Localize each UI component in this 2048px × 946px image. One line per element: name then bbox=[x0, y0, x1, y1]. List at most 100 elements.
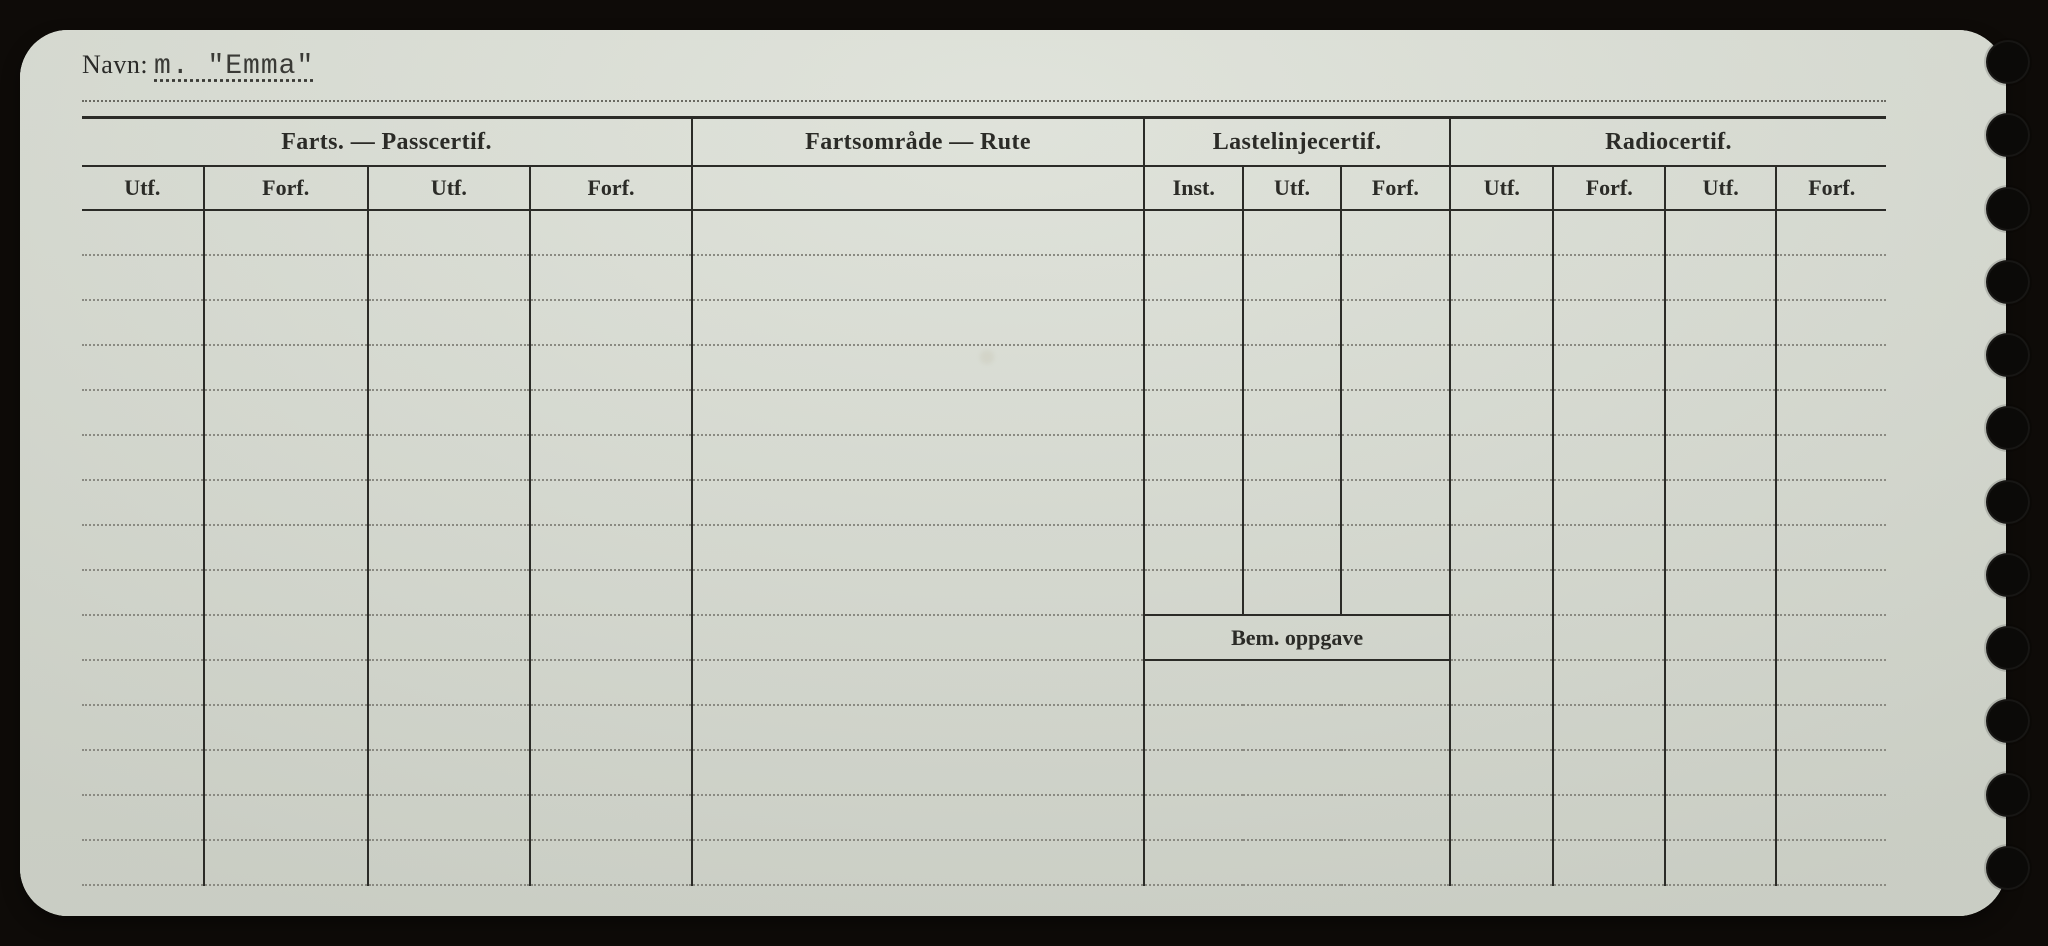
table-cell bbox=[1341, 255, 1450, 300]
table-row bbox=[82, 300, 1886, 345]
table-cell bbox=[1341, 300, 1450, 345]
card-content: Navn: m. "Emma" Farts. — Passc bbox=[82, 50, 1886, 882]
table-row bbox=[82, 480, 1886, 525]
table-cell bbox=[82, 840, 204, 885]
table-cell bbox=[1553, 210, 1664, 255]
table-cell bbox=[368, 570, 530, 615]
navn-value: m. "Emma" bbox=[154, 51, 314, 82]
table-cell bbox=[1341, 435, 1450, 480]
table-cell bbox=[1665, 705, 1776, 750]
table-row bbox=[82, 210, 1886, 255]
navn-dotted-rule bbox=[82, 100, 1886, 102]
table-cell bbox=[1776, 795, 1886, 840]
table-cell bbox=[368, 615, 530, 660]
table-cell bbox=[368, 300, 530, 345]
table-cell bbox=[82, 705, 204, 750]
table-cell bbox=[1144, 525, 1243, 570]
table-cell bbox=[530, 795, 692, 840]
table-cell bbox=[82, 615, 204, 660]
section-fartsomrade-rute: Fartsområde — Rute bbox=[692, 118, 1144, 167]
navn-row: Navn: m. "Emma" bbox=[82, 50, 1886, 110]
bem-oppgave-row: Bem. oppgave bbox=[82, 615, 1886, 660]
table-cell bbox=[1776, 750, 1886, 795]
table-cell bbox=[692, 345, 1144, 390]
table-cell bbox=[1243, 345, 1340, 390]
col-radio-forf-1: Forf. bbox=[1553, 166, 1664, 210]
table-cell bbox=[1553, 750, 1664, 795]
table-cell bbox=[204, 705, 368, 750]
rows-after-bem bbox=[82, 660, 1886, 885]
table-cell bbox=[368, 210, 530, 255]
table-cell bbox=[204, 210, 368, 255]
table-row bbox=[82, 255, 1886, 300]
table-cell bbox=[1450, 570, 1553, 615]
table-cell bbox=[1341, 570, 1450, 615]
table-cell bbox=[692, 255, 1144, 300]
table-cell bbox=[1243, 210, 1340, 255]
table-cell bbox=[1665, 480, 1776, 525]
binding-hole bbox=[1986, 187, 2030, 231]
table-cell bbox=[82, 210, 204, 255]
table-cell bbox=[1144, 255, 1243, 300]
table-cell bbox=[1776, 390, 1886, 435]
col-farts-forf-1: Forf. bbox=[204, 166, 368, 210]
col-laste-utf: Utf. bbox=[1243, 166, 1340, 210]
form-table: Farts. — Passcertif. Fartsområde — Rute … bbox=[82, 116, 1886, 886]
table-cell bbox=[1144, 795, 1450, 840]
table-cell bbox=[1776, 525, 1886, 570]
table-cell bbox=[1450, 300, 1553, 345]
table-cell bbox=[1553, 615, 1664, 660]
table-cell bbox=[82, 345, 204, 390]
table-cell bbox=[1553, 435, 1664, 480]
table-cell bbox=[1243, 255, 1340, 300]
table-cell bbox=[1243, 435, 1340, 480]
table-cell bbox=[1553, 525, 1664, 570]
table-cell bbox=[1341, 525, 1450, 570]
table-cell bbox=[692, 390, 1144, 435]
table-cell bbox=[1665, 345, 1776, 390]
table-cell bbox=[1144, 480, 1243, 525]
table-cell bbox=[1553, 345, 1664, 390]
table-cell bbox=[692, 525, 1144, 570]
table-cell bbox=[1553, 795, 1664, 840]
col-farts-forf-2: Forf. bbox=[530, 166, 692, 210]
table-cell bbox=[1553, 840, 1664, 885]
table-cell bbox=[1450, 615, 1553, 660]
group-header-row: Farts. — Passcertif. Fartsområde — Rute … bbox=[82, 118, 1886, 167]
section-radiocertif: Radiocertif. bbox=[1450, 118, 1886, 167]
table-cell bbox=[530, 390, 692, 435]
table-cell bbox=[530, 615, 692, 660]
table-cell bbox=[1776, 570, 1886, 615]
table-cell bbox=[1776, 345, 1886, 390]
binding-hole bbox=[1986, 553, 2030, 597]
table-cell bbox=[530, 210, 692, 255]
col-farts-utf-1: Utf. bbox=[82, 166, 204, 210]
table-cell bbox=[1553, 660, 1664, 705]
table-cell bbox=[1341, 390, 1450, 435]
table-cell bbox=[1144, 570, 1243, 615]
table-cell bbox=[530, 525, 692, 570]
table-row bbox=[82, 570, 1886, 615]
table-cell bbox=[1144, 750, 1450, 795]
table-cell bbox=[530, 480, 692, 525]
table-cell bbox=[1665, 255, 1776, 300]
table-cell bbox=[204, 660, 368, 705]
table-cell bbox=[1450, 435, 1553, 480]
table-cell bbox=[1341, 345, 1450, 390]
table-cell bbox=[530, 300, 692, 345]
table-cell bbox=[204, 480, 368, 525]
table-cell bbox=[82, 480, 204, 525]
table-cell bbox=[368, 345, 530, 390]
table-cell bbox=[692, 660, 1144, 705]
table-cell bbox=[1553, 255, 1664, 300]
table-cell bbox=[1665, 750, 1776, 795]
record-card: Navn: m. "Emma" Farts. — Passc bbox=[20, 30, 2006, 916]
table-cell bbox=[368, 660, 530, 705]
table-cell bbox=[82, 525, 204, 570]
table-row bbox=[82, 840, 1886, 885]
table-cell bbox=[1144, 390, 1243, 435]
table-row bbox=[82, 750, 1886, 795]
table-cell bbox=[530, 570, 692, 615]
col-radio-forf-2: Forf. bbox=[1776, 166, 1886, 210]
table-cell bbox=[692, 435, 1144, 480]
